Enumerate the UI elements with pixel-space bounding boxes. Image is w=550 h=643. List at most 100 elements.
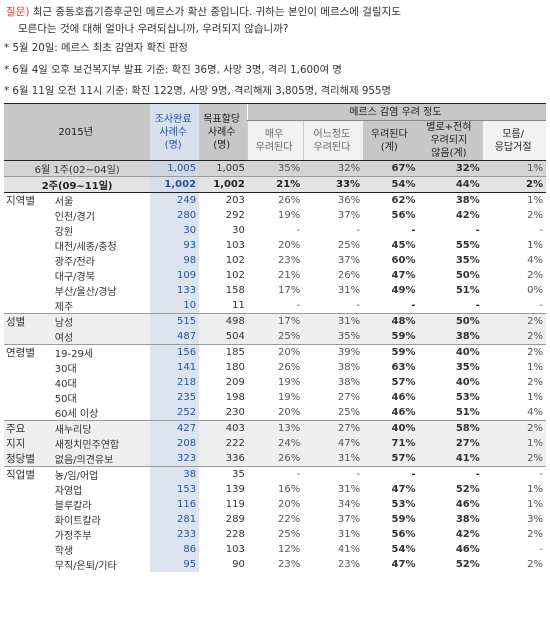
- cell-very: 20%: [247, 344, 304, 360]
- cell-worried-total: 47%: [391, 559, 416, 570]
- cell-target: 35: [199, 466, 248, 482]
- cell-very: -: [247, 466, 304, 482]
- cell-surveyed: 109: [150, 268, 200, 283]
- cell-worried-total: 67%: [363, 160, 419, 177]
- row-category: [4, 329, 53, 345]
- cell-worried-total: 40%: [363, 420, 419, 436]
- cell-target: 504: [199, 329, 248, 345]
- cell-target: 158: [199, 283, 248, 298]
- cell-somewhat: 27%: [337, 392, 361, 403]
- header-col-very-2: 우려된다: [255, 141, 293, 153]
- table-row: 자영업 153 139 16% 31% 47% 52% 1%: [4, 482, 546, 497]
- cell-very: 19%: [278, 392, 301, 403]
- cell-not-worried: 35%: [455, 255, 480, 266]
- cell-very: 13%: [247, 420, 304, 436]
- header-col-worried-2: (계): [380, 141, 398, 153]
- cell-not-worried: 53%: [455, 392, 480, 403]
- cell-somewhat: 27%: [303, 420, 364, 436]
- cell-very: 20%: [278, 240, 301, 251]
- cell-surveyed: 281: [150, 512, 200, 527]
- cell-very: 26%: [278, 195, 301, 206]
- row-label: 농/임/어업: [52, 466, 151, 482]
- cell-surveyed: 133: [150, 283, 200, 298]
- cell-somewhat: 37%: [337, 514, 361, 525]
- table-row: 연령별 19-29세 156 185 20% 39% 59% 40% 2%: [4, 344, 546, 360]
- cell-worried-total: 62%: [391, 195, 416, 206]
- cell-no-answer: 1%: [482, 160, 546, 177]
- header-col-not-worried-1: 별로+전혀: [426, 122, 472, 133]
- cell-somewhat: 41%: [337, 544, 361, 555]
- header-target-2: 사례수: [207, 126, 236, 138]
- cell-worried-total: 47%: [391, 484, 416, 495]
- question-line-1: 최근 중동호흡기증후군인 메르스가 확산 중입니다. 귀하는 본인이 메르스에 …: [29, 6, 401, 18]
- header-group: 메르스 감염 우려 정도: [247, 103, 546, 121]
- row-category: [4, 405, 53, 421]
- header-target-1: 목표할당: [203, 113, 241, 125]
- cell-very: 19%: [278, 210, 301, 221]
- cell-very: 23%: [278, 559, 301, 570]
- row-label: 새정치민주연합: [52, 436, 151, 451]
- cell-target: 180: [199, 360, 248, 375]
- header-col-no-answer-1: 모름/: [502, 128, 525, 140]
- cell-target: 403: [199, 420, 248, 436]
- cell-very: 16%: [278, 484, 301, 495]
- cell-very: 25%: [247, 329, 304, 345]
- cell-not-worried: 38%: [418, 329, 483, 345]
- row-category: 주요: [4, 420, 53, 436]
- cell-very: 22%: [278, 514, 301, 525]
- cell-somewhat: 47%: [303, 436, 364, 451]
- cell-no-answer: -: [482, 466, 546, 482]
- row-category: 직업별: [4, 466, 53, 482]
- table-row: 여성 487 504 25% 35% 59% 38% 2%: [4, 329, 546, 345]
- cell-somewhat: 39%: [303, 344, 364, 360]
- row-category: [4, 268, 53, 283]
- cell-worried-total: 48%: [363, 313, 419, 329]
- cell-not-worried: 52%: [455, 559, 480, 570]
- row-label: 가정주부: [54, 531, 92, 542]
- cell-surveyed: 208: [150, 436, 200, 451]
- header-surveyed-3: (명): [164, 139, 182, 151]
- question-text: 질문) 최근 중동호흡기증후군인 메르스가 확산 중입니다. 귀하는 본인이 메…: [6, 4, 546, 38]
- cell-target: 209: [199, 375, 248, 390]
- row-category: [4, 208, 53, 223]
- table-row: 주요 새누리당 427 403 13% 27% 40% 58% 2%: [4, 420, 546, 436]
- row-label: 새누리당: [52, 420, 151, 436]
- row-label: 19-29세: [52, 344, 151, 360]
- cell-worried-total: 63%: [391, 362, 416, 373]
- row-label: 60세 이상: [54, 409, 99, 420]
- cell-worried-total: 56%: [391, 210, 416, 221]
- cell-not-worried: -: [475, 300, 480, 311]
- cell-surveyed: 86: [150, 542, 200, 557]
- cell-somewhat: 37%: [337, 210, 361, 221]
- cell-not-worried: 46%: [455, 544, 480, 555]
- row-label: 40대: [54, 379, 77, 390]
- cell-worried-total: 56%: [391, 529, 416, 540]
- row-category: [4, 557, 53, 572]
- cell-no-answer: 1%: [527, 362, 543, 373]
- cell-no-answer: 1%: [527, 240, 543, 251]
- cell-somewhat: 38%: [337, 377, 361, 388]
- note-2: * 6월 4일 오후 보건복지부 발표 기준: 확진 36명, 사망 3명, 격…: [4, 64, 342, 76]
- cell-surveyed: 235: [150, 390, 200, 405]
- question-tag: 질문): [6, 6, 30, 18]
- cell-worried-total: 59%: [363, 344, 419, 360]
- cell-no-answer: 2%: [482, 420, 546, 436]
- header-col-somewhat-1: 어느정도: [313, 128, 351, 140]
- row-category: [4, 375, 53, 390]
- cell-very: 20%: [278, 499, 301, 510]
- cell-not-worried: -: [475, 225, 480, 236]
- row-category: [4, 253, 53, 268]
- cell-not-worried: -: [418, 466, 483, 482]
- cell-target: 336: [199, 451, 248, 467]
- cell-surveyed: 1,002: [150, 176, 200, 193]
- cell-surveyed: 10: [150, 298, 200, 314]
- row-label: 부산/울산/경남: [54, 287, 117, 298]
- table-row: 2주(09~11일) 1,002 1,002 21% 33% 54% 44% 2%: [4, 176, 546, 193]
- cell-not-worried: 38%: [455, 514, 480, 525]
- row-label: 대구/경북: [54, 272, 95, 283]
- row-category: [4, 298, 53, 314]
- cell-not-worried: 32%: [418, 160, 483, 177]
- cell-very: 24%: [247, 436, 304, 451]
- table-row: 가정주부 233 228 25% 31% 56% 42% 2%: [4, 527, 546, 542]
- cell-target: 198: [199, 390, 248, 405]
